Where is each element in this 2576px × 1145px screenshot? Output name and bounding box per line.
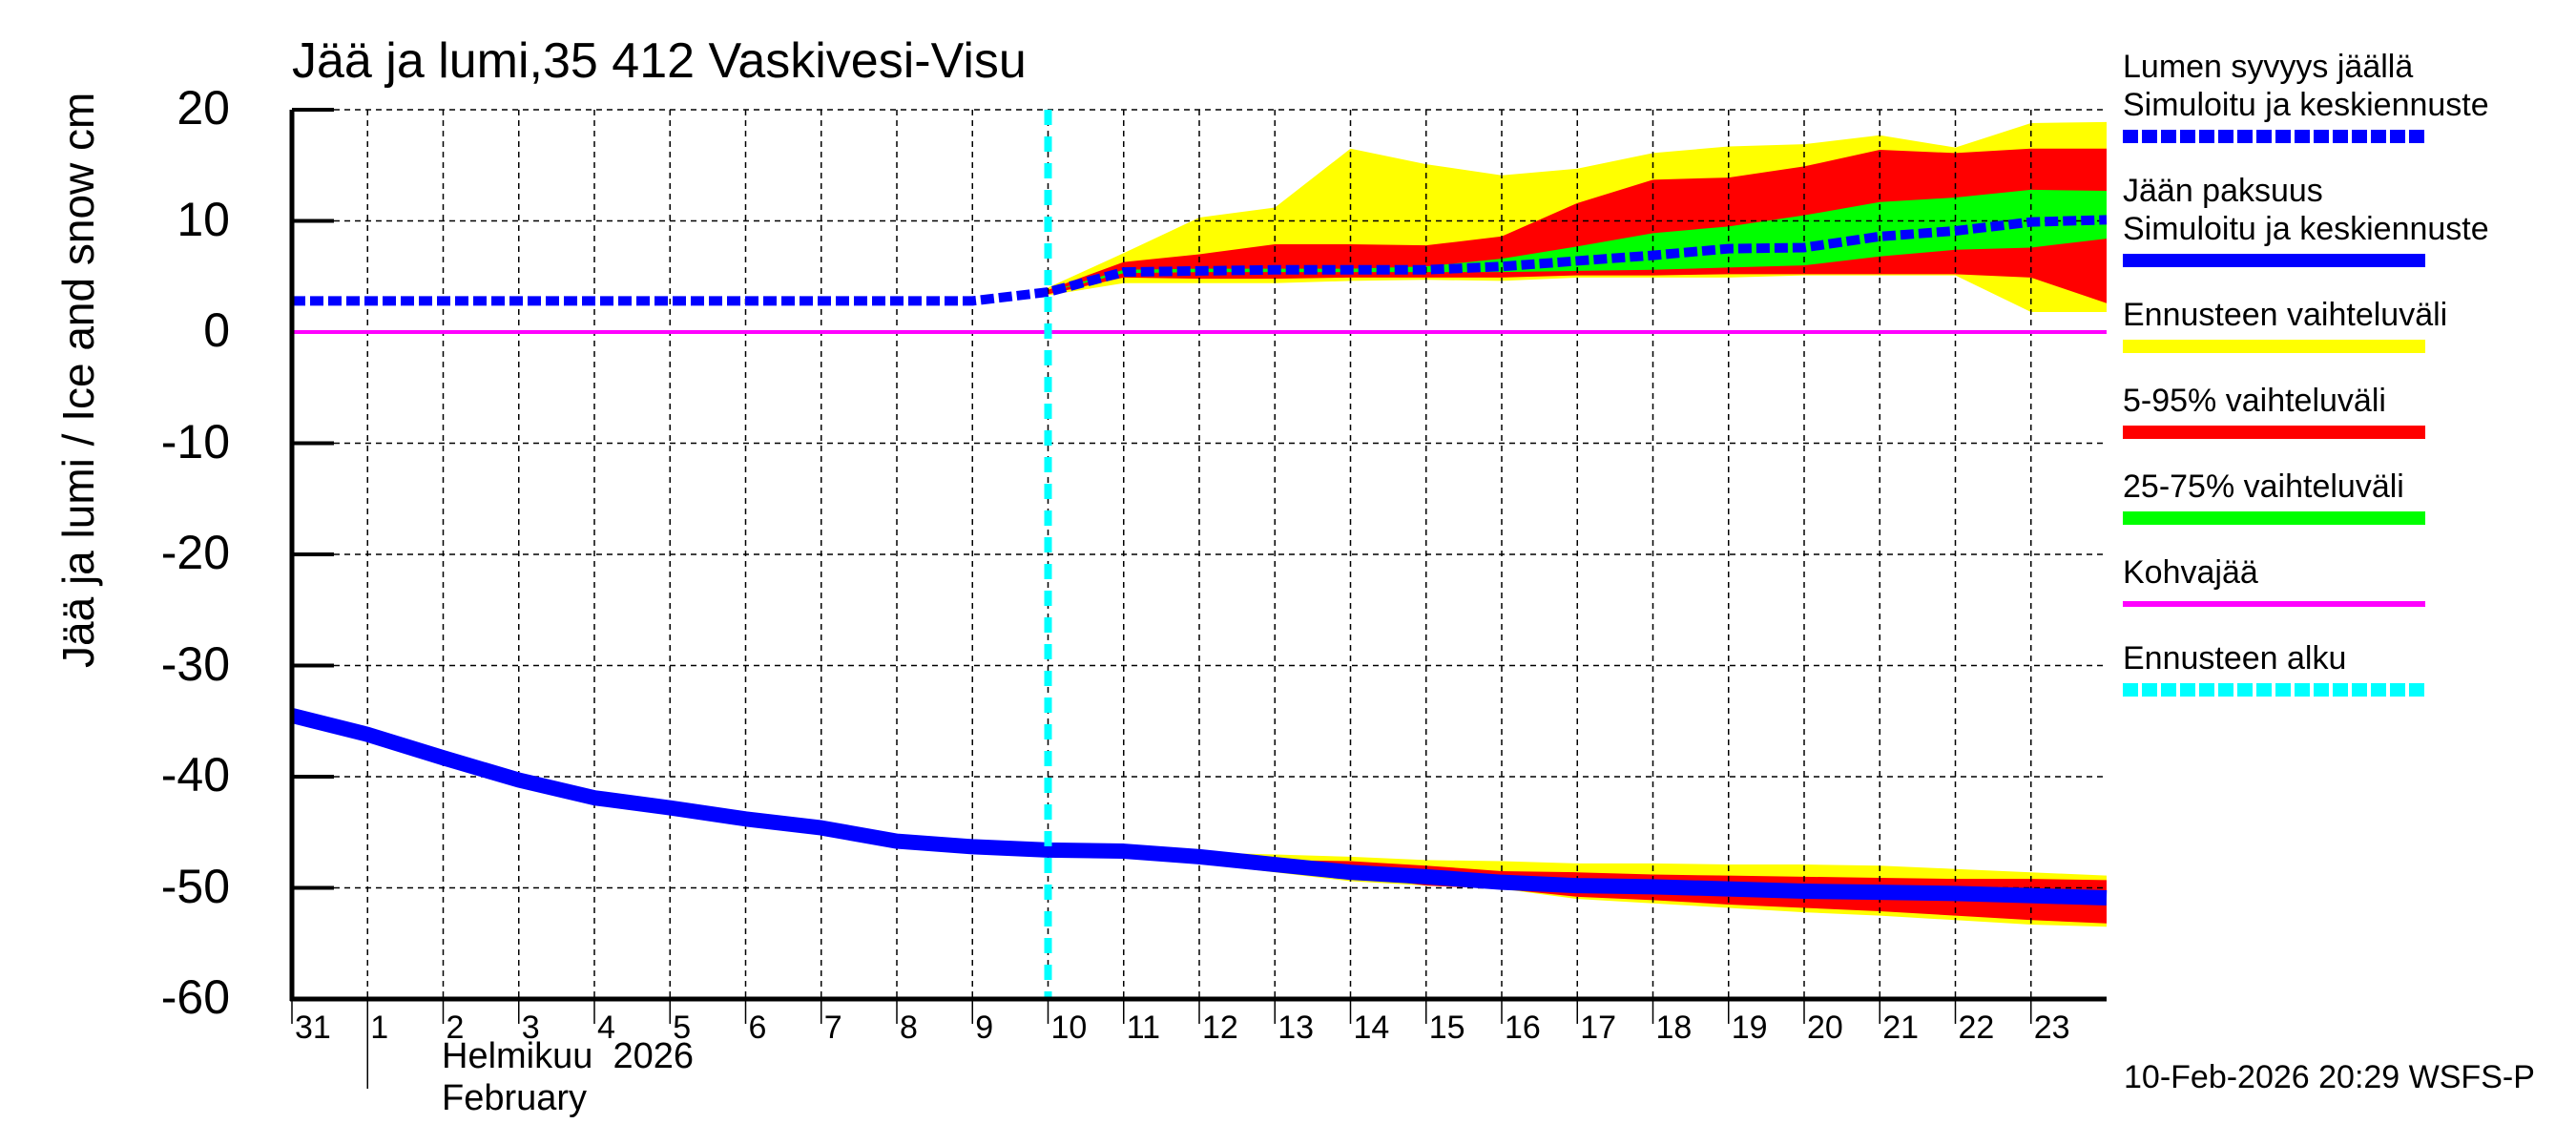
legend-swatch bbox=[2123, 426, 2425, 439]
ice-thickness-line bbox=[290, 708, 2108, 906]
x-tick-label: 9 bbox=[975, 1010, 994, 1046]
legend-label: 5-95% vaihteluväli bbox=[2123, 383, 2386, 419]
y-tick-label: -10 bbox=[160, 414, 230, 468]
y-axis-label: Jää ja lumi / Ice and snow cm bbox=[53, 92, 103, 668]
x-tick-label: 31 bbox=[295, 1010, 331, 1046]
x-tick-label: 21 bbox=[1882, 1010, 1920, 1046]
legend-item: 25-75% vaihteluväli bbox=[2123, 468, 2571, 525]
y-tick-label: 10 bbox=[177, 192, 230, 246]
month-label: Helmikuu 2026 February bbox=[442, 1036, 695, 1118]
legend-label: Jään paksuus bbox=[2123, 173, 2323, 209]
legend-item: Kohvajää bbox=[2123, 553, 2571, 607]
y-tick-label: -20 bbox=[160, 526, 230, 579]
y-tick-label: 20 bbox=[177, 81, 230, 135]
x-tick-label: 22 bbox=[1958, 1010, 1995, 1046]
legend-swatch bbox=[2123, 511, 2425, 525]
x-tick-label: 23 bbox=[2033, 1010, 2070, 1046]
x-tick-label: 17 bbox=[1580, 1010, 1617, 1046]
x-tick-label: 13 bbox=[1278, 1010, 1315, 1046]
x-tick-label: 2 bbox=[446, 1010, 465, 1046]
legend-swatch bbox=[2123, 340, 2425, 353]
x-tick-label: 15 bbox=[1428, 1010, 1465, 1046]
legend-swatch bbox=[2123, 601, 2425, 607]
timestamp-footer: 10-Feb-2026 20:29 WSFS-P bbox=[2124, 1059, 2535, 1095]
y-tick-label: -50 bbox=[160, 859, 230, 913]
legend-swatch bbox=[2123, 254, 2425, 267]
y-tick-label: -30 bbox=[160, 636, 230, 691]
legend-item: 5-95% vaihteluväli bbox=[2123, 382, 2571, 439]
x-tick-label: 5 bbox=[673, 1010, 692, 1046]
x-tick-label: 11 bbox=[1126, 1010, 1161, 1046]
x-tick-label: 8 bbox=[900, 1010, 918, 1046]
legend-sublabel: Simuloitu ja keskiennuste bbox=[2123, 87, 2489, 123]
legend-swatch bbox=[2123, 130, 2425, 143]
y-tick-label: -40 bbox=[160, 748, 230, 802]
y-tick-label: 0 bbox=[203, 303, 230, 357]
x-tick-label: 18 bbox=[1655, 1010, 1693, 1046]
x-tick-label: 20 bbox=[1807, 1010, 1843, 1046]
x-tick-label: 3 bbox=[521, 1010, 540, 1046]
legend-label: Ennusteen vaihteluväli bbox=[2123, 297, 2448, 333]
x-tick-label: 16 bbox=[1505, 1010, 1541, 1046]
plot-area bbox=[289, 108, 2108, 1089]
x-tick-label: 19 bbox=[1731, 1010, 1768, 1046]
legend-item: Ennusteen alku bbox=[2123, 639, 2571, 697]
legend-label: Lumen syvyys jäällä bbox=[2123, 49, 2414, 85]
legend-label: Ennusteen alku bbox=[2123, 640, 2347, 677]
x-tick-label: 1 bbox=[370, 1010, 389, 1046]
legend-item: Jään paksuus Simuloitu ja keskiennuste bbox=[2123, 172, 2571, 267]
x-tick-label: 6 bbox=[748, 1010, 767, 1046]
x-tick-label: 10 bbox=[1050, 1010, 1088, 1046]
x-tick-label: 12 bbox=[1202, 1010, 1238, 1046]
chart-title: Jää ja lumi,35 412 Vaskivesi-Visu bbox=[292, 33, 1027, 89]
legend-label: Kohvajää bbox=[2123, 554, 2258, 591]
snow-range-25-75-band bbox=[1048, 189, 2107, 293]
legend-sublabel: Simuloitu ja keskiennuste bbox=[2123, 211, 2489, 247]
x-tick-label: 7 bbox=[823, 1010, 842, 1046]
y-tick-label: -60 bbox=[160, 970, 230, 1024]
x-tick-label: 4 bbox=[597, 1010, 615, 1046]
legend-item: Ennusteen vaihteluväli bbox=[2123, 296, 2571, 353]
x-tick-label: 14 bbox=[1353, 1010, 1390, 1046]
legend-label: 25-75% vaihteluväli bbox=[2123, 468, 2404, 505]
legend: Lumen syvyys jäällä Simuloitu ja keskienn… bbox=[2123, 48, 2571, 725]
legend-item: Lumen syvyys jäällä Simuloitu ja keskienn… bbox=[2123, 48, 2571, 143]
snow-depth-line bbox=[292, 215, 2108, 306]
legend-swatch bbox=[2123, 683, 2425, 697]
